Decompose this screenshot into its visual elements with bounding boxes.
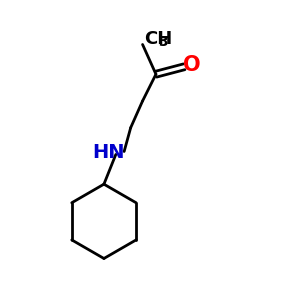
- Text: 3: 3: [158, 35, 168, 49]
- Text: CH: CH: [144, 30, 172, 48]
- Text: HN: HN: [92, 143, 124, 163]
- Text: O: O: [183, 55, 200, 75]
